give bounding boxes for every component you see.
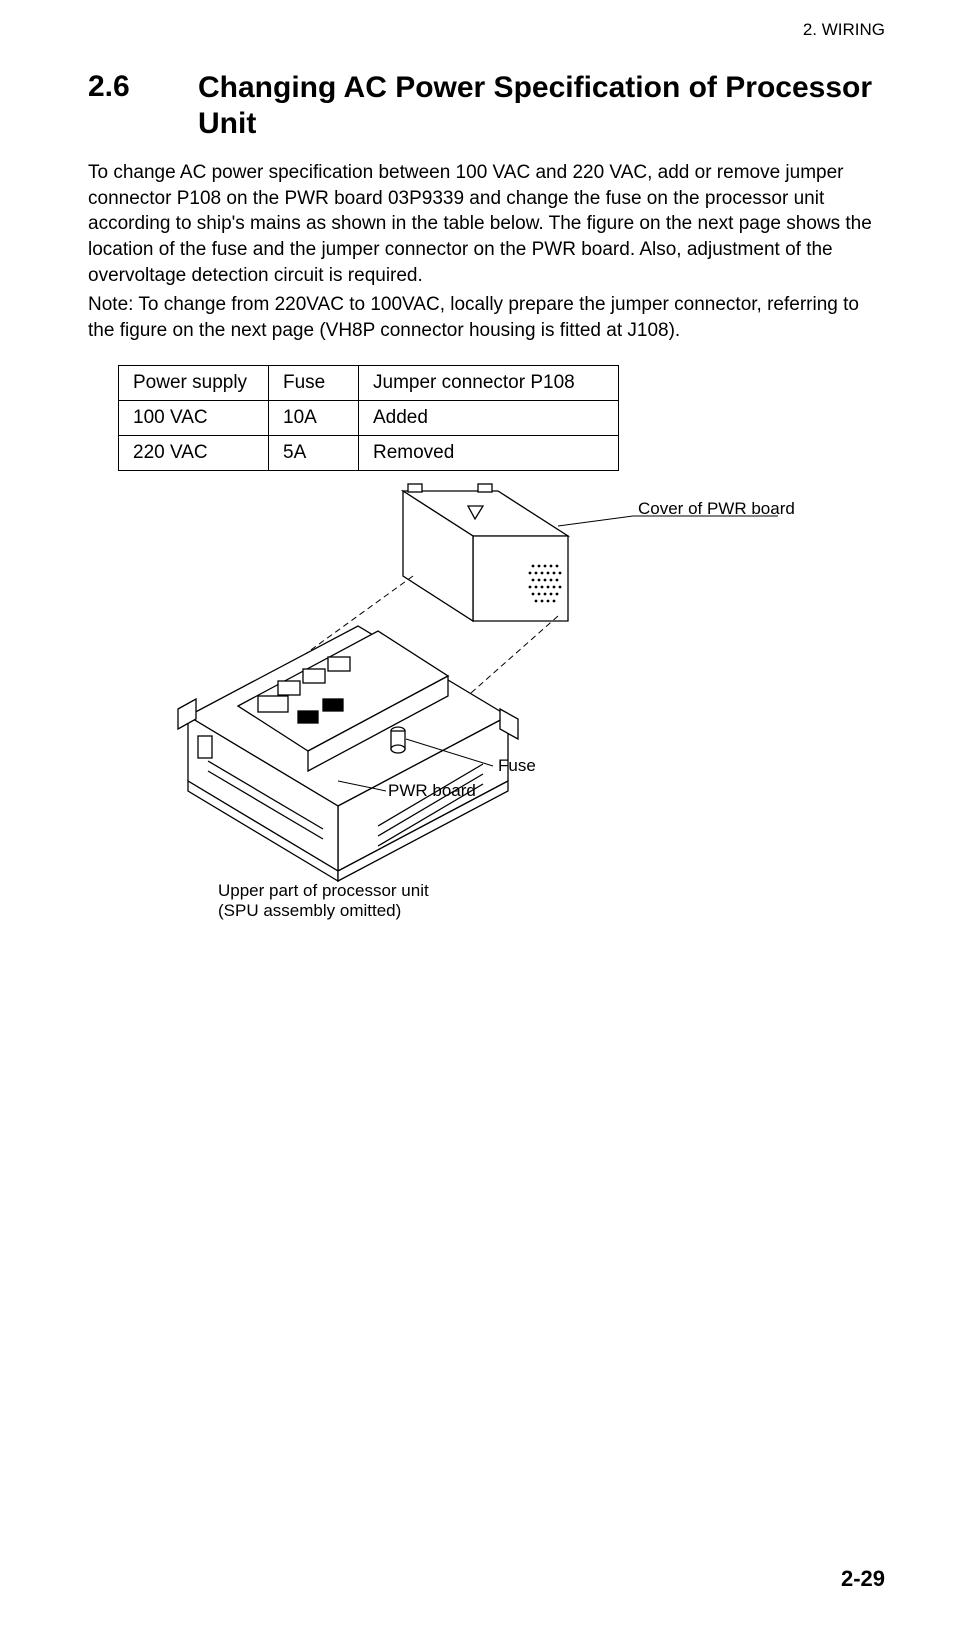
table-row: 100 VAC 10A Added (119, 401, 619, 436)
page-number: 2-29 (841, 1566, 885, 1592)
processor-unit-diagram (138, 481, 838, 901)
paragraph-1: To change AC power specification between… (88, 160, 885, 288)
table-row: 220 VAC 5A Removed (119, 436, 619, 471)
table-header-cell: Fuse (269, 366, 359, 401)
figure-caption-line1: Upper part of processor unit (218, 881, 429, 901)
figure: Cover of PWR board Fuse PWR board Upper … (88, 481, 885, 961)
table-cell: 220 VAC (119, 436, 269, 471)
chapter-header: 2. WIRING (803, 20, 885, 40)
table-cell: 5A (269, 436, 359, 471)
paragraph-2: Note: To change from 220VAC to 100VAC, l… (88, 292, 885, 343)
section-title: Changing AC Power Specification of Proce… (198, 70, 885, 142)
table-cell: Removed (359, 436, 619, 471)
spec-table-wrap: Power supply Fuse Jumper connector P108 … (118, 365, 885, 471)
label-cover: Cover of PWR board (638, 499, 795, 519)
page: 2. WIRING 2.6 Changing AC Power Specific… (0, 0, 973, 1632)
label-fuse: Fuse (498, 756, 536, 776)
label-pwr-board: PWR board (388, 781, 476, 801)
table-cell: 10A (269, 401, 359, 436)
table-header-row: Power supply Fuse Jumper connector P108 (119, 366, 619, 401)
table-cell: 100 VAC (119, 401, 269, 436)
table-cell: Added (359, 401, 619, 436)
spec-table: Power supply Fuse Jumper connector P108 … (118, 365, 619, 471)
section-number: 2.6 (88, 70, 198, 104)
table-header-cell: Power supply (119, 366, 269, 401)
figure-caption-line2: (SPU assembly omitted) (218, 901, 401, 921)
table-header-cell: Jumper connector P108 (359, 366, 619, 401)
section-heading: 2.6 Changing AC Power Specification of P… (88, 70, 885, 142)
